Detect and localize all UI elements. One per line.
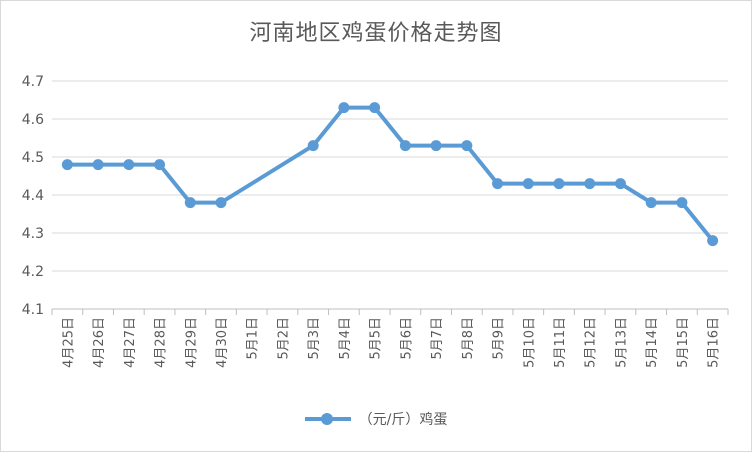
x-tick-label: 5月12日 bbox=[584, 317, 599, 368]
data-point bbox=[92, 159, 104, 171]
x-tick-label: 5月3日 bbox=[307, 317, 322, 360]
data-point bbox=[461, 140, 473, 152]
y-tick-label: 4.4 bbox=[22, 188, 44, 204]
data-point bbox=[123, 159, 135, 171]
x-tick-label: 5月2日 bbox=[276, 317, 291, 360]
data-point bbox=[522, 178, 534, 190]
x-tick-label: 5月10日 bbox=[522, 317, 537, 368]
x-tick-label: 5月15日 bbox=[676, 317, 691, 368]
x-tick-label: 5月14日 bbox=[645, 317, 660, 368]
y-tick-label: 4.1 bbox=[22, 302, 44, 318]
x-tick-label: 5月5日 bbox=[369, 317, 384, 360]
data-point bbox=[307, 140, 319, 152]
data-point bbox=[707, 235, 719, 247]
y-tick-label: 4.3 bbox=[22, 226, 44, 242]
data-point bbox=[584, 178, 596, 190]
data-point bbox=[645, 197, 657, 209]
x-tick-label: 5月11日 bbox=[553, 317, 568, 368]
x-tick-label: 4月29日 bbox=[184, 317, 199, 368]
data-point bbox=[61, 159, 73, 171]
x-tick-label: 5月7日 bbox=[430, 317, 445, 360]
x-tick-label: 4月30日 bbox=[215, 317, 230, 368]
legend-label: （元/斤）鸡蛋 bbox=[358, 412, 448, 428]
x-tick-label: 5月16日 bbox=[707, 317, 722, 368]
data-point bbox=[614, 178, 626, 190]
y-tick-label: 4.6 bbox=[22, 112, 44, 128]
data-point bbox=[154, 159, 166, 171]
chart-legend: （元/斤）鸡蛋 bbox=[1, 409, 751, 429]
x-tick-label: 5月4日 bbox=[338, 317, 353, 360]
series-line bbox=[65, 105, 715, 243]
data-point bbox=[676, 197, 688, 209]
data-point bbox=[492, 178, 504, 190]
y-tick-label: 4.5 bbox=[22, 150, 44, 166]
chart-title: 河南地区鸡蛋价格走势图 bbox=[249, 21, 503, 46]
legend-marker bbox=[304, 413, 351, 425]
x-tick-label: 4月27日 bbox=[123, 317, 138, 368]
data-point bbox=[430, 140, 442, 152]
data-point bbox=[338, 102, 350, 114]
y-tick-label: 4.2 bbox=[22, 264, 44, 280]
x-tick-label: 4月26日 bbox=[92, 317, 107, 368]
x-tick-label: 5月6日 bbox=[399, 317, 414, 360]
x-tick-label: 4月25日 bbox=[61, 317, 76, 368]
x-tick-label: 4月28日 bbox=[154, 317, 169, 368]
data-point bbox=[399, 140, 411, 152]
x-tick-label: 5月8日 bbox=[461, 317, 476, 360]
data-point bbox=[184, 197, 196, 209]
x-tick-label: 5月13日 bbox=[614, 317, 629, 368]
data-point bbox=[215, 197, 227, 209]
x-tick-label: 5月9日 bbox=[492, 317, 507, 360]
x-tick-label: 5月1日 bbox=[246, 317, 261, 360]
y-tick-label: 4.7 bbox=[22, 74, 44, 90]
data-point bbox=[369, 102, 381, 114]
data-point bbox=[553, 178, 565, 190]
